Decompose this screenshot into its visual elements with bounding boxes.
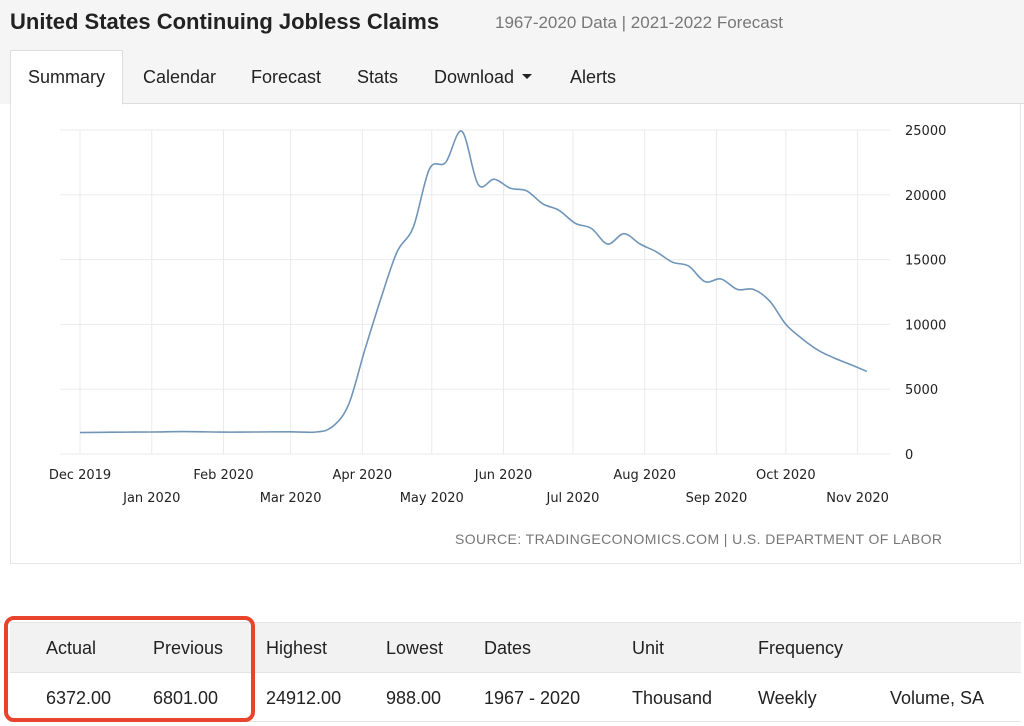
tab-calendar[interactable]: Calendar — [143, 67, 217, 87]
value-adjustment: Volume, SA — [890, 688, 985, 708]
value-frequency: Weekly — [758, 688, 817, 708]
header-lowest: Lowest — [386, 638, 444, 658]
highlight-box — [4, 616, 255, 722]
x-tick-label: Mar 2020 — [260, 491, 322, 506]
header-actual: Actual — [46, 638, 97, 658]
chart-source: SOURCE: TRADINGECONOMICS.COM | U.S. DEPA… — [455, 531, 943, 547]
tab-download-label: Download — [434, 67, 515, 87]
line-chart: 0 5000 10000 15000 20000 25000 Dec 2019 Jan 202… — [49, 124, 947, 506]
y-tick-label: 0 — [905, 448, 913, 463]
value-previous: 6801.00 — [153, 688, 219, 708]
y-tick-label: 15000 — [905, 254, 946, 269]
value-actual: 6372.00 — [46, 688, 112, 708]
tab-stats[interactable]: Stats — [357, 67, 399, 87]
table-header-row — [10, 622, 1021, 672]
table-bottom-border — [10, 721, 1021, 722]
header-previous: Previous — [153, 638, 224, 658]
x-tick-label: Dec 2019 — [49, 468, 111, 483]
x-tick-label: Jan 2020 — [122, 491, 180, 506]
page-subtitle: 1967-2020 Data | 2021-2022 Forecast — [495, 13, 783, 32]
stats-table: Actual Previous Highest Lowest Dates Uni… — [10, 622, 1021, 722]
tab-download[interactable]: Download — [434, 67, 533, 88]
tab-forecast[interactable]: Forecast — [251, 67, 322, 87]
x-tick-label: Aug 2020 — [613, 468, 676, 483]
x-tick-label: Jun 2020 — [474, 468, 533, 483]
chart-axes: 0 5000 10000 15000 20000 25000 Dec 2019 Jan 202… — [49, 124, 947, 506]
chart-series — [79, 130, 868, 434]
series-line — [79, 130, 868, 434]
x-tick-label: Apr 2020 — [332, 468, 392, 483]
tab-summary[interactable]: Summary — [28, 67, 106, 87]
value-dates: 1967 - 2020 — [484, 688, 581, 708]
x-tick-label: May 2020 — [400, 491, 464, 506]
header-frequency: Frequency — [758, 638, 844, 658]
caret-down-icon — [522, 73, 533, 79]
chart-panel — [10, 104, 1021, 564]
y-tick-label: 25000 — [905, 124, 946, 139]
x-tick-label: Nov 2020 — [826, 491, 889, 506]
table-top-border — [10, 622, 1021, 623]
value-highest: 24912.00 — [266, 688, 342, 708]
table-row-divider — [10, 672, 1021, 673]
x-tick-label: Jul 2020 — [545, 491, 599, 506]
header-dates: Dates — [484, 638, 532, 658]
tab-alerts[interactable]: Alerts — [570, 67, 617, 87]
y-tick-label: 10000 — [905, 318, 946, 333]
header-highest: Highest — [266, 638, 328, 658]
y-tick-label: 20000 — [905, 189, 946, 204]
x-tick-label: Feb 2020 — [193, 468, 253, 483]
page-title: United States Continuing Jobless Claims — [10, 9, 440, 34]
y-tick-label: 5000 — [905, 383, 938, 398]
header-unit: Unit — [632, 638, 665, 658]
x-tick-label: Oct 2020 — [756, 468, 816, 483]
page-header: United States Continuing Jobless Claims … — [0, 0, 1024, 48]
tab-bar-divider — [10, 103, 1024, 104]
x-tick-label: Sep 2020 — [686, 491, 748, 506]
tab-summary-active-background — [10, 50, 123, 105]
tab-bar — [0, 48, 1024, 104]
value-unit: Thousand — [632, 688, 713, 708]
value-lowest: 988.00 — [386, 688, 442, 708]
